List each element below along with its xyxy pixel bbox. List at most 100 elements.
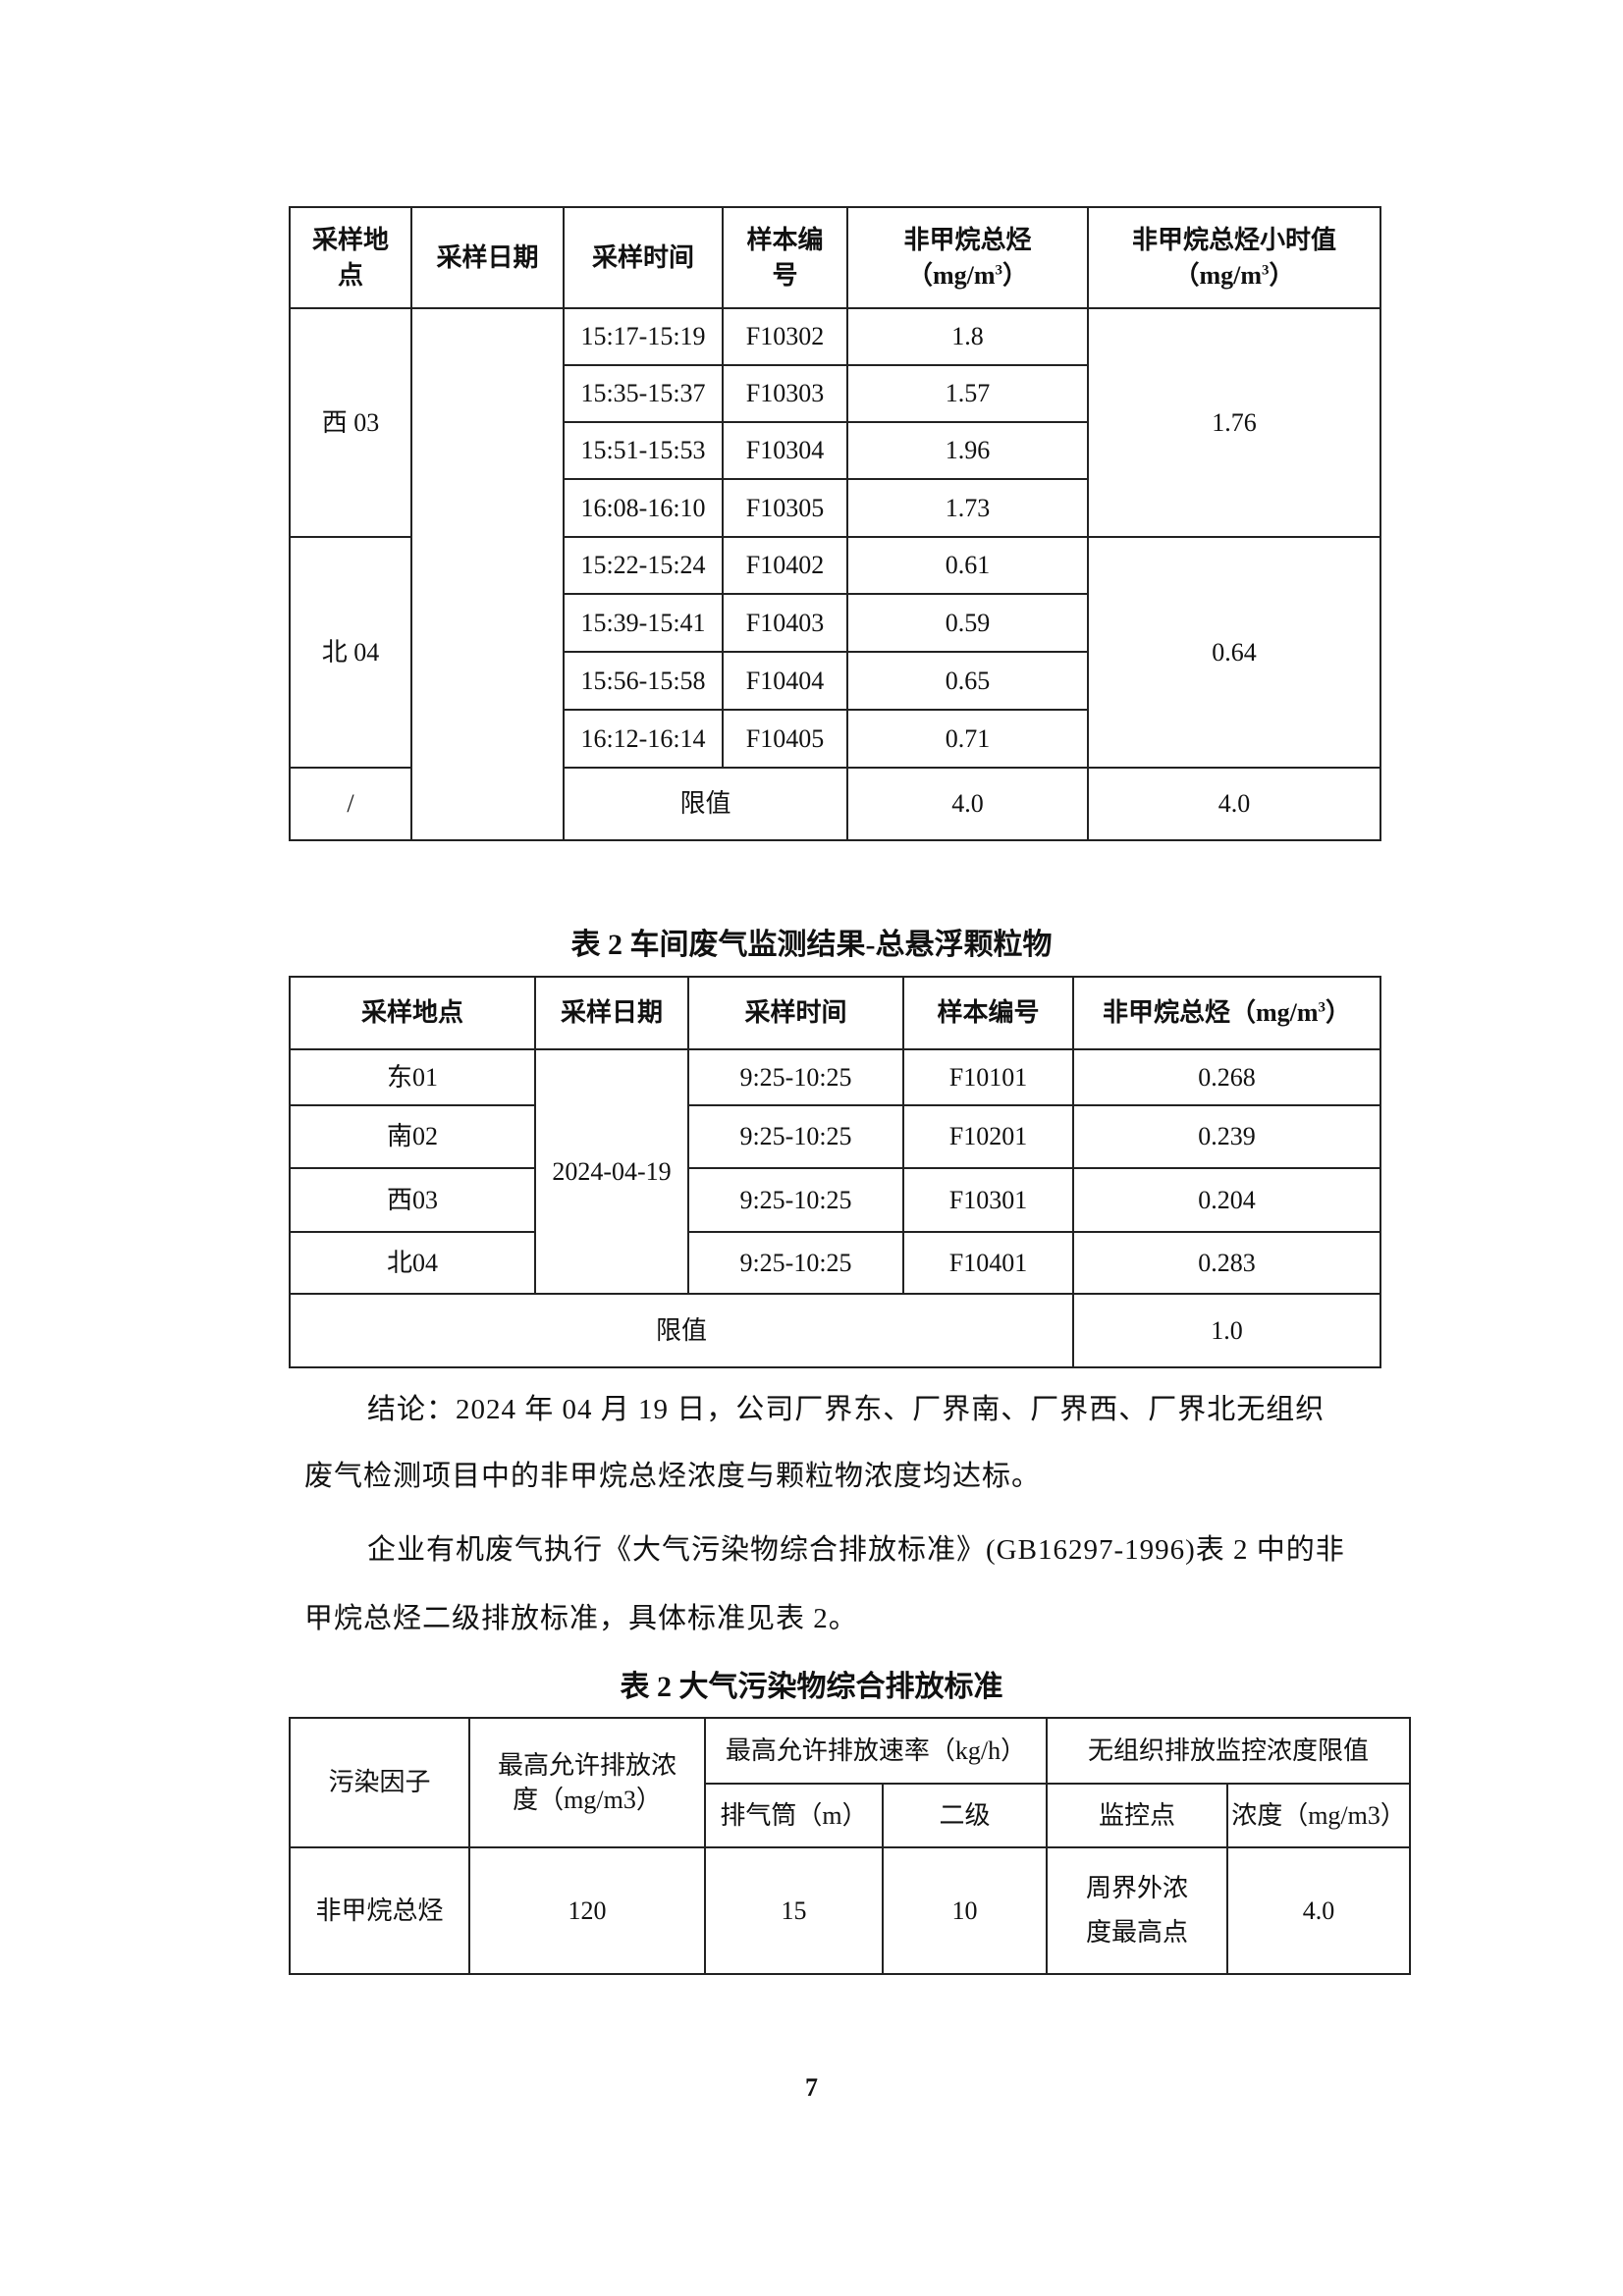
sample-cell: F10101 [902, 1048, 1074, 1106]
value-cell: 0.283 [1072, 1231, 1381, 1295]
table-header-row: 污染因子 最高允许排放浓度（mg/m3） 最高允许排放速率（kg/h） 无组织排… [289, 1717, 1412, 1848]
sample-cell: F10304 [722, 421, 848, 480]
value-cell: 1.57 [846, 364, 1089, 423]
page-number: 7 [805, 2073, 818, 2102]
table-emission-standard: 污染因子 最高允许排放浓度（mg/m3） 最高允许排放速率（kg/h） 无组织排… [289, 1717, 1412, 1975]
header-time: 采样时间 [687, 976, 904, 1050]
table-header-row: 采样地点 采样日期 采样时间 样本编号 非甲烷总烃 （mg/m3） 非甲烷总烃小时… [289, 206, 1381, 309]
time-cell: 15:17-15:19 [563, 307, 724, 366]
stack-cell: 15 [704, 1846, 884, 1975]
header-sample: 样本编号 [902, 976, 1074, 1050]
sample-cell: F10401 [902, 1231, 1074, 1295]
value-cell: 0.239 [1072, 1104, 1381, 1169]
factor-cell: 非甲烷总烃 [289, 1846, 470, 1975]
standard-line-2: 甲烷总烃二级排放标准，具体标准见表 2。 [304, 1603, 858, 1634]
value-cell: 0.71 [846, 709, 1089, 769]
site-cell: 西03 [289, 1167, 536, 1233]
time-cell: 9:25-10:25 [687, 1048, 904, 1106]
table-row: 西03 9:25-10:25 F10301 0.204 [289, 1167, 1381, 1233]
limit-value: 4.0 [846, 767, 1089, 841]
header-max-conc: 最高允许排放浓度（mg/m3） [468, 1717, 706, 1848]
sample-cell: F10201 [902, 1104, 1074, 1169]
time-cell: 15:51-15:53 [563, 421, 724, 480]
header-time: 采样时间 [563, 206, 724, 309]
conclusion-line-1: 结论：2024 年 04 月 19 日，公司厂界东、厂界南、厂界西、厂界北无组织 [367, 1394, 1325, 1425]
level2-cell: 10 [881, 1846, 1049, 1975]
time-cell: 9:25-10:25 [687, 1231, 904, 1295]
table-row: 非甲烷总烃 120 15 10 周界外浓度最高点 4.0 [289, 1846, 1412, 1975]
header-nmhc: 非甲烷总烃（mg/m3） [1072, 976, 1381, 1050]
time-cell: 9:25-10:25 [687, 1167, 904, 1233]
table3-title: 表 2 大气污染物综合排放标准 [620, 1671, 1003, 1703]
header-site: 采样地点 [289, 976, 536, 1050]
limit-row: / 限值 4.0 4.0 [289, 767, 1381, 841]
value-cell: 1.96 [846, 421, 1089, 480]
table-nmhc-results: 采样地点 采样日期 采样时间 样本编号 非甲烷总烃 （mg/m3） 非甲烷总烃小时… [289, 206, 1381, 841]
sample-cell: F10305 [722, 478, 848, 538]
time-cell: 15:35-15:37 [563, 364, 724, 423]
site-cell: / [289, 767, 412, 841]
site-cell: 东01 [289, 1048, 536, 1106]
time-cell: 15:39-15:41 [563, 593, 724, 653]
header-date: 采样日期 [410, 206, 565, 309]
limit-value: 1.0 [1072, 1293, 1381, 1368]
date-cell [410, 307, 565, 841]
header-max-rate: 最高允许排放速率（kg/h） [703, 1717, 1049, 1785]
sample-cell: F10405 [722, 709, 848, 769]
header-factor: 污染因子 [289, 1717, 470, 1848]
table-row: 东01 2024-04-19 9:25-10:25 F10101 0.268 [289, 1048, 1381, 1295]
conclusion-line-2: 废气检测项目中的非甲烷总烃浓度与颗粒物浓度均达标。 [304, 1461, 1042, 1492]
table2-title: 表 2 车间废气监测结果-总悬浮颗粒物 [570, 929, 1053, 961]
time-cell: 16:08-16:10 [563, 478, 724, 538]
value-cell: 1.73 [846, 478, 1089, 538]
table-row: 15:39-15:41 F10403 0.59 [290, 593, 1380, 653]
value-cell: 0.59 [846, 593, 1089, 653]
site-cell: 北 04 [289, 536, 412, 769]
monitor-cell: 周界外浓度最高点 [1046, 1846, 1229, 1975]
header-monitor: 监控点 [1046, 1783, 1229, 1848]
max-conc-cell: 120 [468, 1846, 706, 1975]
table-row: 北04 9:25-10:25 F10401 0.283 [289, 1231, 1381, 1295]
header-nmhc: 非甲烷总烃（mg/m3） [846, 206, 1089, 309]
limit-hourly: 4.0 [1087, 767, 1381, 841]
header-stack: 排气筒（m） [704, 1783, 884, 1848]
header-site: 采样地点 [289, 206, 412, 309]
conc-cell: 4.0 [1226, 1846, 1412, 1975]
time-cell: 15:56-15:58 [563, 651, 724, 711]
header-conc: 浓度（mg/m3） [1226, 1783, 1412, 1848]
table-row: 南02 9:25-10:25 F10201 0.239 [289, 1104, 1381, 1169]
table-tsp-results: 采样地点 采样日期 采样时间 样本编号 非甲烷总烃（mg/m3） 东01 202… [289, 976, 1381, 1368]
sample-cell: F10302 [722, 307, 848, 366]
value-cell: 0.61 [846, 536, 1089, 595]
value-cell: 1.8 [846, 307, 1089, 366]
table-row: 16:12-16:14 F10405 0.71 [290, 709, 1380, 769]
table-row: 16:08-16:10 F10305 1.73 [290, 478, 1380, 538]
value-cell: 0.268 [1072, 1048, 1381, 1106]
site-cell: 南02 [289, 1104, 536, 1169]
table-row: 15:51-15:53 F10304 1.96 [290, 421, 1380, 480]
value-cell: 0.65 [846, 651, 1089, 711]
limit-row: 限值 1.0 [289, 1293, 1381, 1368]
table-row: 西 03 15:17-15:19 F10302 1.8 1.76 [289, 307, 1381, 841]
site-cell: 西 03 [289, 307, 412, 538]
sample-cell: F10403 [722, 593, 848, 653]
site-cell: 北04 [289, 1231, 536, 1295]
table-header-row: 采样地点 采样日期 采样时间 样本编号 非甲烷总烃（mg/m3） [289, 976, 1381, 1050]
limit-label: 限值 [563, 767, 848, 841]
sample-cell: F10301 [902, 1167, 1074, 1233]
sample-cell: F10404 [722, 651, 848, 711]
standard-line-1: 企业有机废气执行《大气污染物综合排放标准》(GB16297-1996)表 2 中… [367, 1534, 1345, 1566]
sample-cell: F10303 [722, 364, 848, 423]
table-subheader-row: 排气筒（m） 二级 监控点 浓度（mg/m3） [290, 1783, 1412, 1848]
time-cell: 9:25-10:25 [687, 1104, 904, 1169]
table-row: 15:56-15:58 F10404 0.65 [290, 651, 1380, 711]
header-sample: 样本编号 [722, 206, 848, 309]
time-cell: 16:12-16:14 [563, 709, 724, 769]
value-cell: 0.204 [1072, 1167, 1381, 1233]
time-cell: 15:22-15:24 [563, 536, 724, 595]
sample-cell: F10402 [722, 536, 848, 595]
table-row: 15:35-15:37 F10303 1.57 [290, 364, 1380, 423]
date-cell: 2024-04-19 [534, 1048, 689, 1295]
header-hourly: 非甲烷总烃小时值 （mg/m3） [1087, 206, 1381, 309]
header-date: 采样日期 [534, 976, 689, 1050]
